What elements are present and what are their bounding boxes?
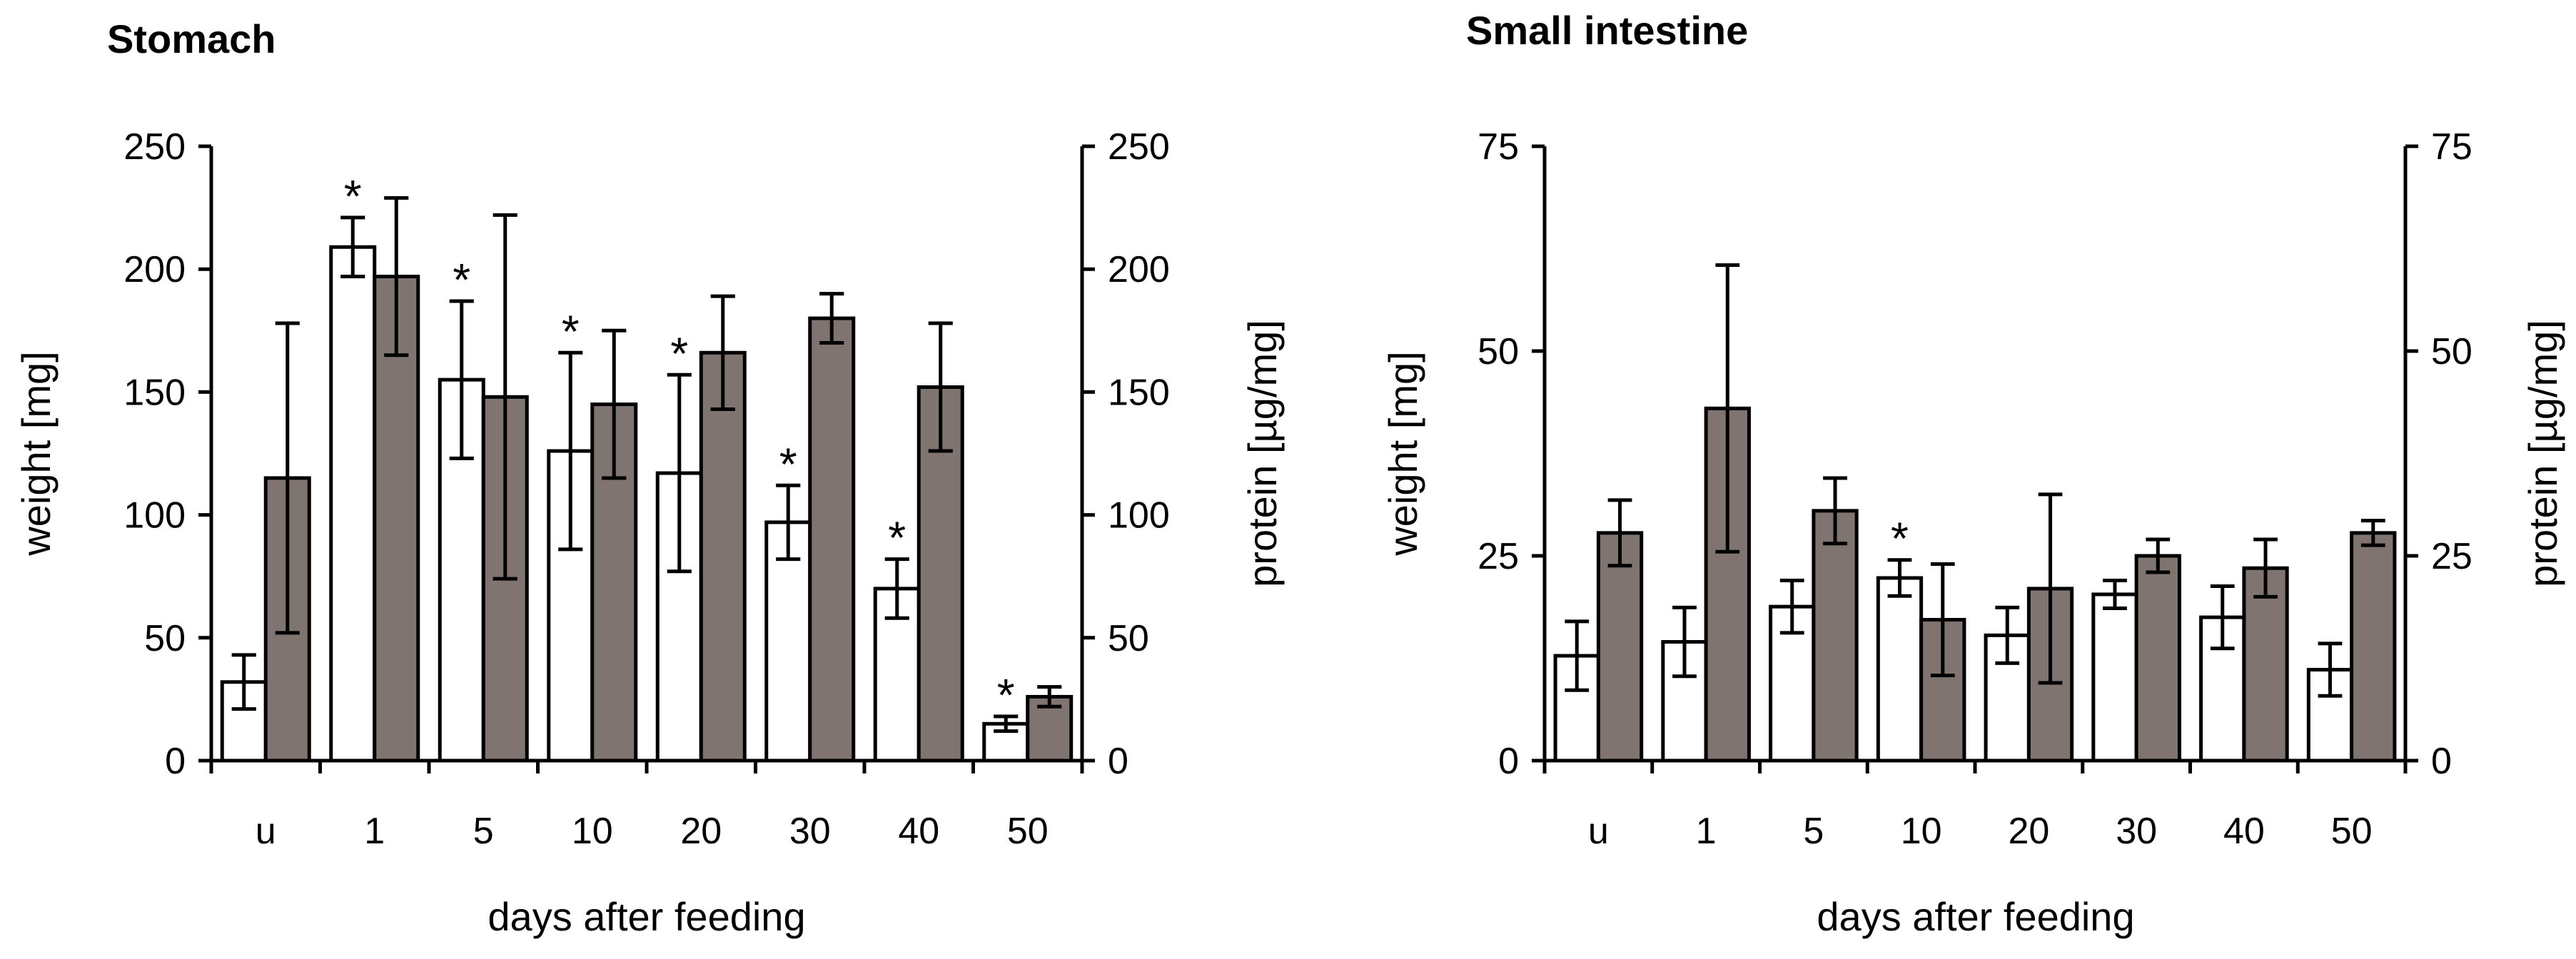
x-tick-label: 30 bbox=[789, 811, 831, 852]
x-tick-label: 40 bbox=[898, 811, 939, 852]
y-tick-label-left: 50 bbox=[144, 618, 186, 659]
y-tick-label-right: 50 bbox=[2431, 331, 2473, 372]
y-tick-label-left: 50 bbox=[1478, 331, 1519, 372]
x-tick-label: 20 bbox=[2008, 811, 2049, 852]
x-axis-label: days after feeding bbox=[1817, 894, 2134, 939]
x-tick-label: 50 bbox=[1007, 811, 1049, 852]
y-tick-label-left: 0 bbox=[165, 741, 186, 782]
x-tick-label: 10 bbox=[1901, 811, 1942, 852]
significance-star: * bbox=[670, 328, 688, 379]
x-tick-label: 1 bbox=[1696, 811, 1717, 852]
x-tick-label: 10 bbox=[572, 811, 613, 852]
protein-bar bbox=[808, 316, 856, 763]
protein-bar bbox=[2134, 554, 2181, 763]
y-tick-label-left: 0 bbox=[1498, 741, 1519, 782]
y-tick-label-left: 100 bbox=[123, 495, 186, 537]
y-tick-label-right: 250 bbox=[1108, 126, 1170, 168]
y-tick-label-left: 75 bbox=[1478, 126, 1519, 168]
y-tick-label-right: 200 bbox=[1108, 249, 1170, 290]
x-tick-label: 1 bbox=[364, 811, 385, 852]
y-tick-label-left: 200 bbox=[123, 249, 186, 290]
x-tick-label: u bbox=[1588, 811, 1609, 852]
significance-star: * bbox=[779, 438, 797, 489]
y-axis-label-left: weight [mg] bbox=[1380, 351, 1425, 556]
y-tick-label-left: 250 bbox=[123, 126, 186, 168]
y-axis-label-left: weight [mg] bbox=[14, 351, 59, 556]
y-tick-label-right: 50 bbox=[1108, 618, 1149, 659]
y-tick-label-left: 150 bbox=[123, 372, 186, 413]
x-tick-label: 20 bbox=[680, 811, 722, 852]
significance-star: * bbox=[453, 254, 470, 305]
weight-bar bbox=[438, 377, 485, 763]
x-tick-label: 5 bbox=[1803, 811, 1824, 852]
protein-bar bbox=[2350, 531, 2397, 763]
protein-bar bbox=[1812, 509, 1859, 763]
y-axis-label-right: protein [µg/mg] bbox=[1240, 320, 1285, 587]
significance-star: * bbox=[562, 305, 580, 357]
weight-bar bbox=[2091, 592, 2138, 763]
chart-1: Small intestine 0 0 25 25 50 50 75 75 u 1 5 10 * 20 30 4… bbox=[1380, 8, 2565, 939]
x-axis-label: days after feeding bbox=[488, 894, 805, 939]
significance-star: * bbox=[888, 512, 906, 564]
y-tick-label-right: 75 bbox=[2431, 126, 2473, 168]
y-tick-label-right: 150 bbox=[1108, 372, 1170, 413]
significance-star: * bbox=[1891, 513, 1909, 564]
y-axis-label-right: protein [µg/mg] bbox=[2520, 320, 2565, 587]
protein-bar bbox=[1596, 531, 1644, 763]
x-tick-label: 5 bbox=[473, 811, 494, 852]
significance-star: * bbox=[997, 669, 1015, 721]
protein-bar bbox=[2242, 566, 2289, 763]
weight-bar bbox=[1876, 576, 1924, 763]
protein-bar bbox=[373, 275, 420, 763]
protein-bar bbox=[699, 350, 747, 763]
significance-star: * bbox=[344, 171, 362, 222]
x-tick-label: u bbox=[256, 811, 276, 852]
x-tick-label: 50 bbox=[2331, 811, 2373, 852]
chart-title: Small intestine bbox=[1466, 8, 1748, 53]
y-tick-label-right: 0 bbox=[1108, 741, 1128, 782]
weight-bar bbox=[329, 245, 377, 763]
y-tick-label-left: 25 bbox=[1478, 536, 1519, 577]
x-tick-label: 30 bbox=[2116, 811, 2157, 852]
y-tick-label-right: 25 bbox=[2431, 536, 2473, 577]
chart-0: Stomach 0 0 50 50 100 100 150 150 200 200 250 250 u 1 *… bbox=[14, 16, 1285, 939]
y-tick-label-right: 100 bbox=[1108, 495, 1170, 537]
x-tick-label: 40 bbox=[2223, 811, 2265, 852]
chart-title: Stomach bbox=[107, 16, 276, 61]
y-tick-label-right: 0 bbox=[2431, 741, 2452, 782]
